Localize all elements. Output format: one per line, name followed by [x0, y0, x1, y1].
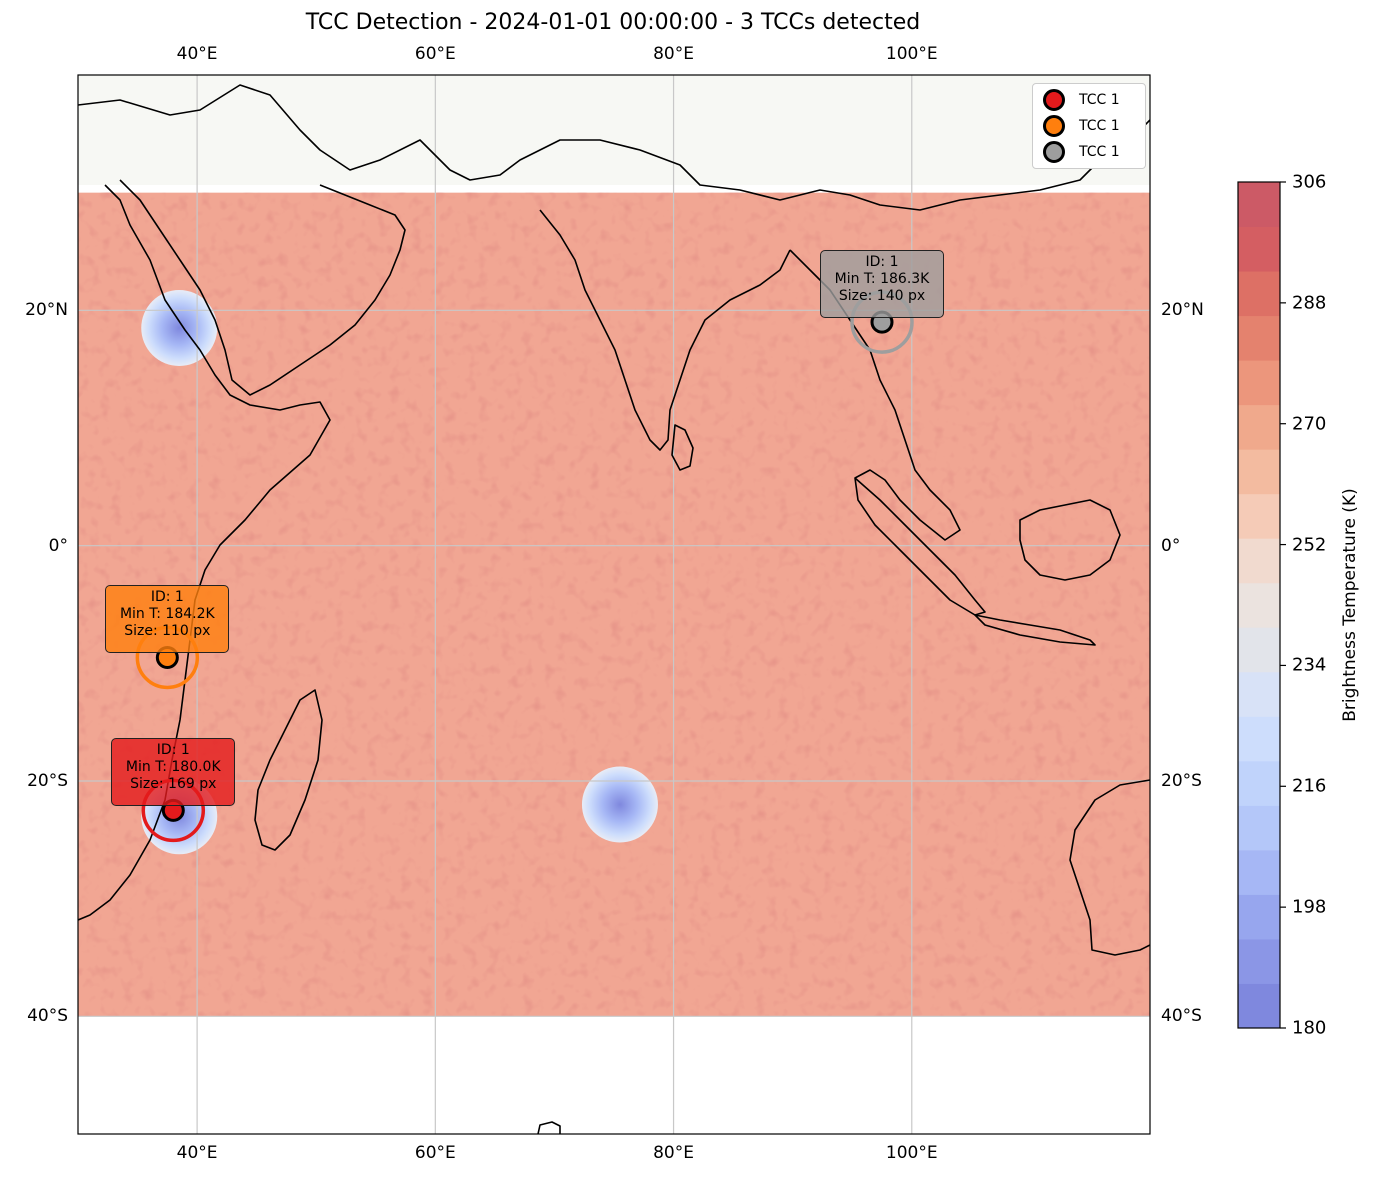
lon-tick-label: 80°E [653, 44, 694, 64]
legend-marker-icon [1043, 141, 1065, 163]
colorbar-segment [1238, 404, 1280, 450]
tcc-annotation-line: Min T: 186.3K [834, 271, 930, 288]
coastline-australia [1069, 779, 1150, 956]
lon-tick-label: 60°E [414, 44, 456, 64]
lon-tick-label: 40°E [176, 1143, 218, 1163]
unsampled-region [78, 75, 1150, 185]
colorbar-segment [1238, 271, 1280, 317]
legend-label: TCC 1 [1079, 144, 1120, 160]
lon-tick-label: 100°E [885, 1143, 938, 1163]
colorbar-segment [1238, 983, 1280, 1029]
colorbar-tick-label: 270 [1292, 413, 1327, 435]
lat-tick-label: 20°S [27, 771, 68, 791]
colorbar-segment [1238, 805, 1280, 851]
colorbar-segment [1238, 538, 1280, 584]
temperature-texture [78, 192, 1150, 1017]
lon-tick-label: 80°E [653, 1143, 694, 1163]
colorbar-segment [1238, 493, 1280, 539]
cold-cloud-blob [581, 766, 658, 843]
legend-label: TCC 1 [1079, 118, 1120, 134]
colorbar-segment [1238, 894, 1280, 940]
colorbar-tick-label: 252 [1292, 534, 1327, 556]
colorbar-frame [1237, 181, 1281, 1029]
colorbar-segment [1238, 849, 1280, 895]
lon-tick-label: 40°E [176, 44, 218, 64]
coastline-borneo [1019, 499, 1121, 581]
legend-item: TCC 1 [1043, 114, 1120, 138]
colorbar-segment [1238, 226, 1280, 272]
tcc-annotation-line: Size: 140 px [838, 288, 926, 305]
colorbar [1237, 181, 1286, 1029]
legend-item: TCC 1 [1043, 88, 1120, 112]
legend-marker-icon [1043, 89, 1065, 111]
colorbar-segment [1238, 582, 1280, 628]
colorbar-segment [1238, 716, 1280, 762]
tcc-annotation-line: Min T: 184.2K [119, 606, 215, 623]
coastline-small-island [537, 1121, 561, 1134]
colorbar-segment [1238, 449, 1280, 495]
coastline-sumatra [854, 477, 986, 616]
figure-title: TCC Detection - 2024-01-01 00:00:00 - 3 … [305, 10, 921, 35]
lat-tick-label: 20°N [1161, 300, 1204, 321]
tcc-annotation-line: ID: 1 [150, 589, 184, 606]
lat-tick-label: 20°S [1161, 771, 1202, 791]
coastline-north-boundary [78, 84, 1150, 211]
tcc-annotation: ID: 1 Min T: 180.0K Size: 169 px [111, 738, 236, 807]
lat-tick-label: 0° [48, 535, 68, 556]
tcc-annotation-line: Size: 169 px [130, 776, 217, 793]
colorbar-segment [1238, 760, 1280, 806]
colorbar-tick-label: 198 [1292, 896, 1327, 918]
coastline-india [539, 209, 791, 451]
colorbar-tick-label: 234 [1292, 654, 1327, 676]
colorbar-tick-label: 180 [1292, 1017, 1327, 1039]
tcc-annotation: ID: 1 Min T: 184.2K Size: 110 px [105, 585, 230, 654]
colorbar-label: Brightness Temperature (K) [1340, 488, 1360, 722]
lon-tick-label: 60°E [414, 1143, 456, 1163]
legend-label: TCC 1 [1079, 92, 1120, 108]
lat-tick-label: 40°S [27, 1006, 68, 1027]
tcc-annotation-line: ID: 1 [156, 742, 190, 759]
lon-tick-label: 100°E [885, 44, 938, 64]
colorbar-tick-label: 216 [1292, 775, 1327, 797]
coastline-sri-lanka [671, 424, 694, 471]
colorbar-tick-label: 306 [1292, 171, 1327, 193]
colorbar-segment [1238, 627, 1280, 673]
coastline-java [974, 614, 1096, 646]
colorbar-segment [1238, 938, 1280, 984]
coastline-arabia [119, 179, 406, 396]
legend-item: TCC 1 [1043, 140, 1120, 164]
legend: TCC 1 TCC 1 TCC 1 [1032, 83, 1146, 169]
colorbar-segment [1238, 671, 1280, 717]
colorbar-segment [1238, 182, 1280, 228]
coastline-madagascar [254, 689, 323, 851]
tcc-annotation-line: ID: 1 [865, 254, 899, 271]
tcc-annotation-line: Min T: 180.0K [125, 759, 221, 776]
tcc-annotation: ID: 1 Min T: 186.3K Size: 140 px [820, 250, 944, 319]
lat-tick-label: 20°N [25, 300, 68, 321]
colorbar-segment [1238, 360, 1280, 406]
map-frame [77, 74, 1151, 1135]
colorbar-tick-label: 288 [1292, 292, 1327, 314]
colorbar-segment [1238, 315, 1280, 361]
tcc-annotation-line: Size: 110 px [124, 623, 211, 640]
lat-tick-label: 40°S [1161, 1006, 1202, 1027]
lat-tick-label: 0° [1161, 535, 1181, 556]
legend-marker-icon [1043, 115, 1065, 137]
